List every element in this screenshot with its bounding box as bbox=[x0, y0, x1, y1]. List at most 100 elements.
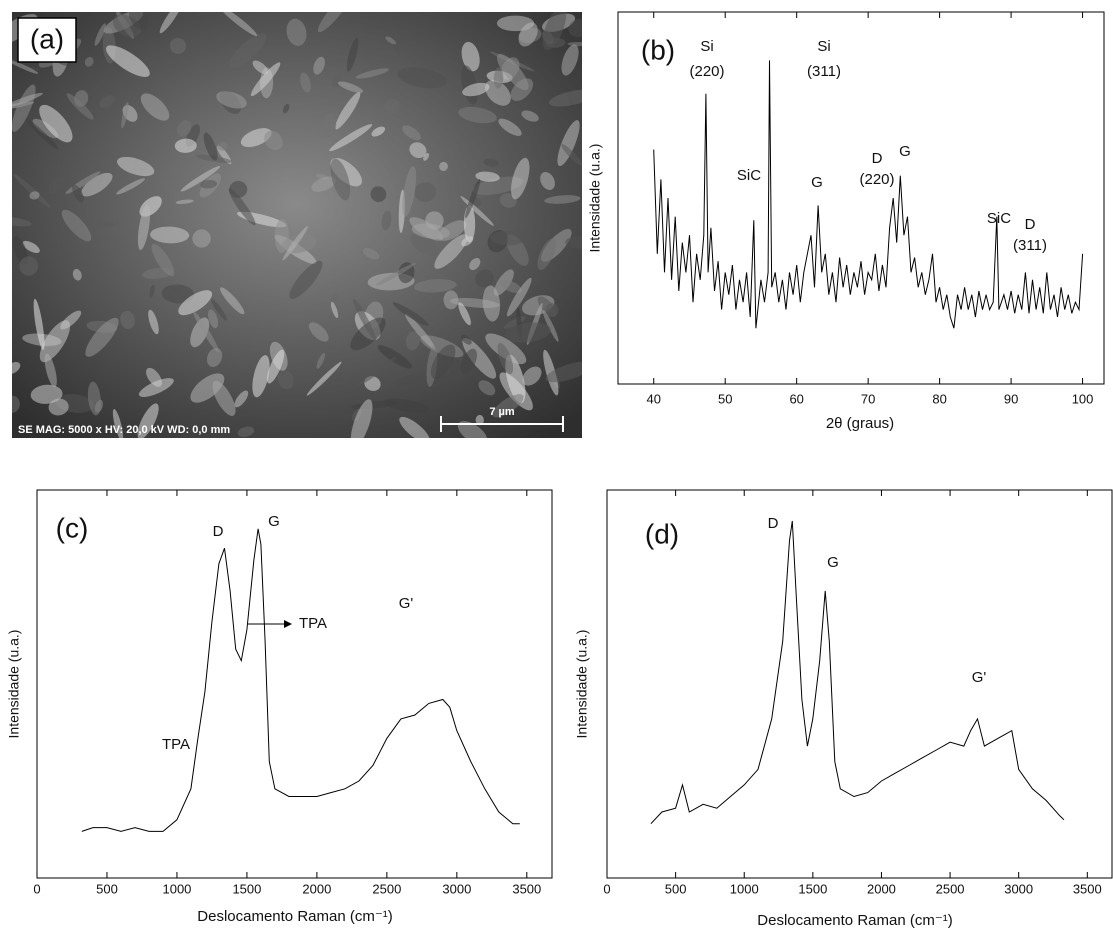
sem-texture bbox=[203, 132, 218, 161]
sem-texture bbox=[112, 408, 124, 438]
sem-texture bbox=[462, 82, 490, 97]
annotation: G bbox=[811, 174, 823, 191]
sem-texture bbox=[499, 279, 522, 293]
x-tick-label: 1500 bbox=[798, 881, 827, 896]
sem-texture bbox=[497, 343, 514, 374]
x-tick-label: 50 bbox=[718, 391, 732, 406]
sem-texture bbox=[266, 349, 285, 384]
sem-texture bbox=[330, 301, 339, 319]
panel-label: (a) bbox=[30, 23, 64, 54]
sem-texture bbox=[12, 216, 32, 227]
sem-texture bbox=[211, 299, 227, 321]
sem-texture bbox=[137, 403, 159, 438]
sem-texture bbox=[521, 110, 539, 122]
sem-texture bbox=[409, 217, 444, 241]
sem-texture bbox=[39, 104, 73, 143]
sem-texture bbox=[219, 12, 258, 37]
annotation: (220) bbox=[859, 171, 894, 188]
sem-texture bbox=[39, 320, 71, 363]
sem-texture bbox=[485, 79, 511, 106]
sem-texture bbox=[548, 89, 582, 107]
annotation: (311) bbox=[807, 63, 841, 80]
sem-texture bbox=[460, 348, 477, 375]
x-tick-label: 1500 bbox=[232, 881, 261, 896]
sem-texture bbox=[522, 366, 542, 386]
sem-texture bbox=[138, 378, 174, 397]
sem-texture bbox=[105, 45, 150, 77]
sem-texture bbox=[151, 243, 175, 277]
annotation: TPA bbox=[162, 736, 190, 753]
sem-texture bbox=[234, 390, 249, 408]
x-tick-label: 2500 bbox=[372, 881, 401, 896]
sem-texture bbox=[511, 157, 530, 200]
annotation: SiC bbox=[737, 167, 761, 184]
sem-texture bbox=[409, 142, 427, 159]
sem-texture bbox=[561, 44, 579, 76]
sem-texture bbox=[208, 309, 219, 329]
panel-label: (c) bbox=[56, 512, 89, 543]
annotation: G bbox=[827, 554, 839, 571]
sem-texture bbox=[275, 12, 281, 19]
scale-label: 7 µm bbox=[489, 406, 515, 418]
sem-texture bbox=[414, 279, 457, 293]
sem-texture bbox=[362, 248, 380, 260]
x-axis-label: 2θ (graus) bbox=[826, 415, 894, 432]
sem-texture bbox=[25, 118, 59, 150]
data-line bbox=[653, 60, 1084, 329]
sem-texture bbox=[60, 310, 82, 330]
sem-texture bbox=[190, 373, 225, 403]
sem-texture bbox=[237, 426, 255, 437]
sem-texture bbox=[175, 199, 194, 205]
sem-texture bbox=[250, 62, 281, 97]
sem-texture bbox=[461, 334, 472, 345]
annotation: G bbox=[268, 513, 280, 530]
sem-texture bbox=[540, 171, 555, 191]
annotation: D bbox=[213, 523, 224, 540]
sem-texture bbox=[29, 191, 40, 200]
sem-texture bbox=[129, 12, 148, 31]
x-tick-label: 500 bbox=[96, 881, 118, 896]
x-tick-label: 1000 bbox=[162, 881, 191, 896]
plot-frame bbox=[617, 11, 1105, 385]
sem-texture bbox=[496, 15, 535, 32]
annotation: (311) bbox=[1013, 237, 1047, 254]
sem-texture bbox=[48, 398, 69, 416]
sem-texture bbox=[350, 399, 373, 438]
sem-texture bbox=[475, 171, 500, 182]
sem-texture bbox=[458, 106, 497, 124]
sem-texture bbox=[482, 285, 501, 322]
x-tick-label: 40 bbox=[647, 391, 661, 406]
x-tick-label: 0 bbox=[603, 881, 610, 896]
x-tick-label: 2000 bbox=[867, 881, 896, 896]
y-axis-label: Intensidade (u.a.) bbox=[6, 630, 22, 739]
sem-texture bbox=[94, 23, 106, 46]
sem-texture bbox=[449, 359, 465, 381]
x-tick-label: 3500 bbox=[512, 881, 541, 896]
sem-texture bbox=[384, 398, 430, 413]
annotation: Si bbox=[817, 38, 830, 55]
sem-texture bbox=[84, 220, 117, 228]
sem-texture bbox=[99, 95, 115, 108]
x-tick-label: 90 bbox=[1004, 391, 1018, 406]
sem-texture bbox=[12, 395, 20, 413]
annotation: (220) bbox=[689, 63, 724, 80]
sem-texture bbox=[565, 236, 582, 249]
sem-texture bbox=[458, 302, 471, 326]
annotation: D bbox=[768, 515, 779, 532]
sem-texture bbox=[568, 18, 582, 38]
sem-texture bbox=[537, 238, 557, 271]
x-tick-label: 70 bbox=[861, 391, 875, 406]
sem-texture bbox=[537, 296, 556, 317]
sem-texture bbox=[489, 231, 525, 246]
sem-texture bbox=[121, 101, 129, 129]
sem-texture bbox=[399, 416, 430, 438]
sem-texture bbox=[443, 290, 459, 310]
sem-texture bbox=[317, 12, 350, 33]
sem-texture bbox=[116, 156, 155, 177]
sem-texture bbox=[228, 33, 267, 69]
data-line bbox=[650, 520, 1065, 825]
sem-texture bbox=[380, 47, 398, 64]
sem-texture bbox=[561, 144, 582, 166]
sem-texture bbox=[330, 158, 351, 201]
sem-texture bbox=[542, 12, 567, 50]
